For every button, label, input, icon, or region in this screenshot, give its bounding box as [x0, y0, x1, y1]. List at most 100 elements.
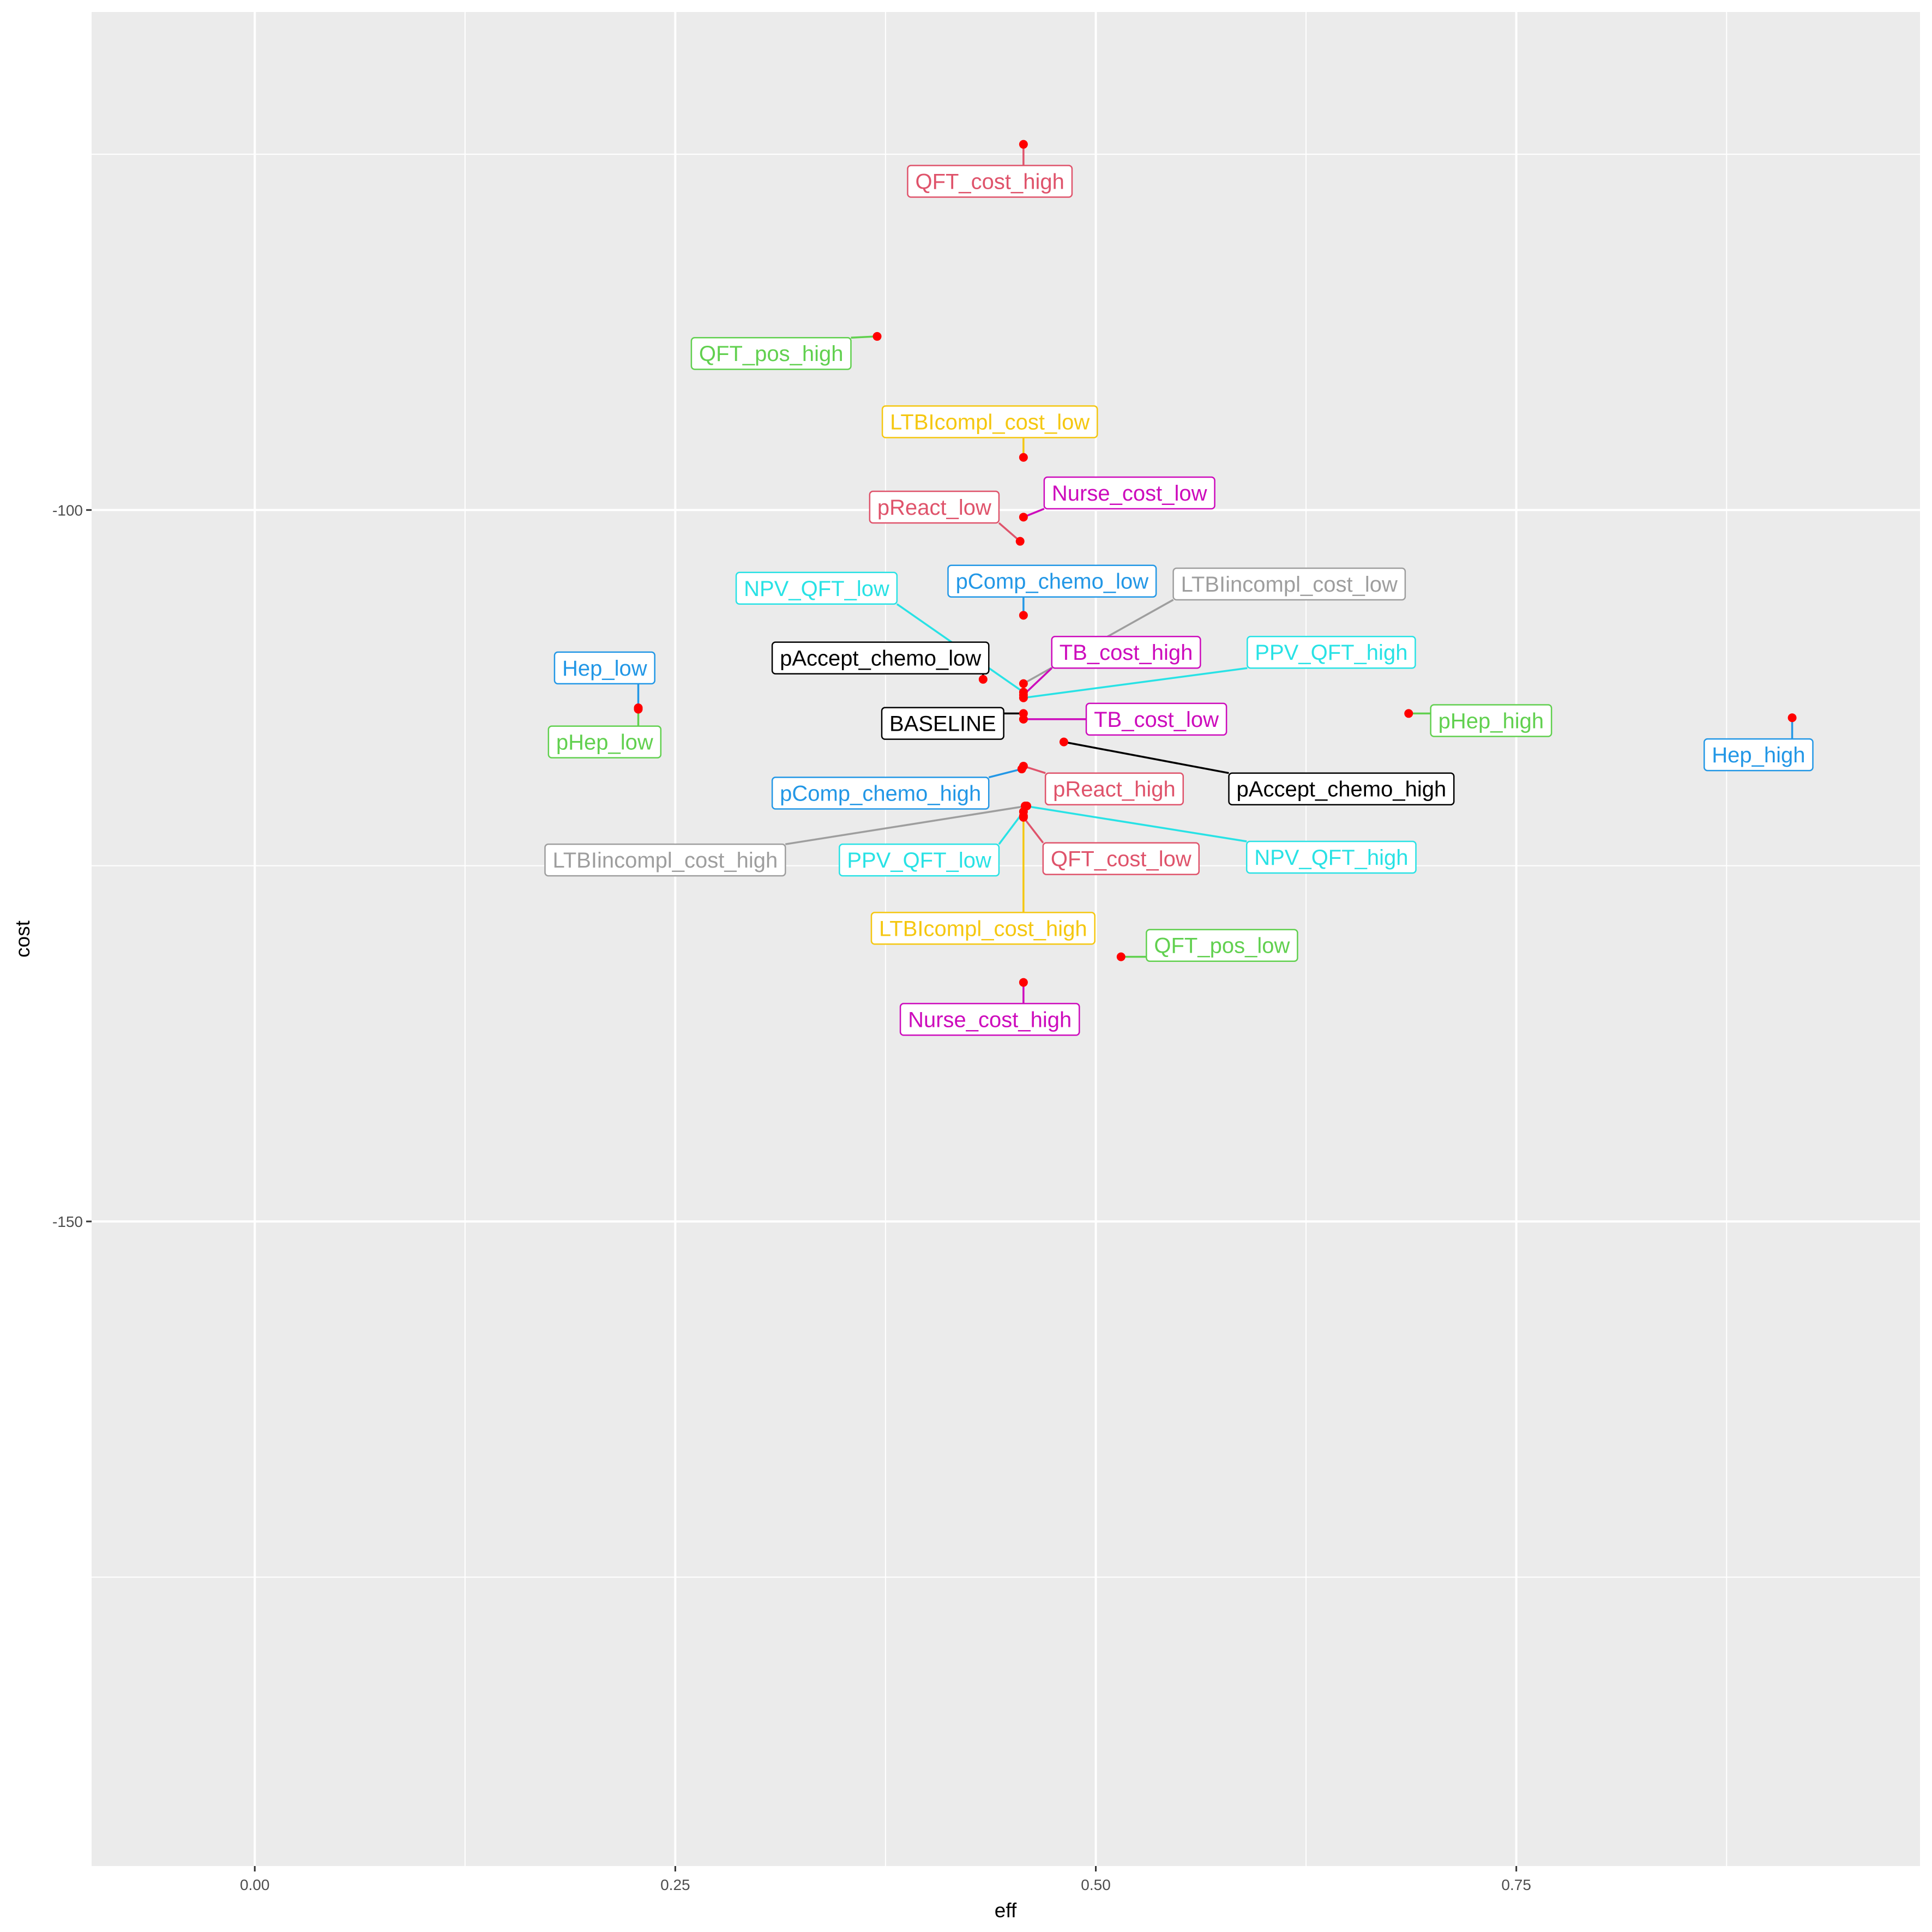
y-tick-label: -150	[52, 1213, 83, 1230]
scatter-point	[1019, 693, 1028, 702]
label-box	[1146, 929, 1298, 962]
point-label: LTBIincompl_cost_high	[544, 843, 786, 877]
scatter-point	[978, 675, 988, 684]
label-box	[1042, 842, 1200, 875]
label-box	[899, 1003, 1080, 1036]
label-box	[1247, 635, 1416, 669]
label-box	[1043, 476, 1215, 510]
label-text: pAccept_chemo_high	[1237, 778, 1447, 802]
label-text: PPV_QFT_low	[847, 848, 991, 872]
point-label: pReact_high	[1044, 772, 1184, 805]
point-label: TB_cost_high	[1051, 635, 1201, 669]
scatter-point	[1019, 978, 1028, 987]
label-box	[1044, 772, 1184, 805]
point-label: LTBIcompl_cost_high	[870, 912, 1096, 945]
label-box	[1051, 635, 1201, 669]
y-axis-title: cost	[11, 920, 34, 958]
scatter-point	[634, 705, 643, 714]
label-text: BASELINE	[889, 712, 996, 736]
point-label: QFT_pos_low	[1146, 929, 1298, 962]
label-text: pComp_chemo_low	[956, 570, 1149, 594]
label-connector	[785, 805, 1027, 845]
scatter-point	[1019, 140, 1028, 149]
label-box	[1085, 702, 1227, 736]
x-axis-title: eff	[995, 1899, 1017, 1922]
label-box	[839, 843, 1000, 877]
x-tick-label: 0.50	[1081, 1876, 1111, 1893]
label-box	[1704, 738, 1814, 772]
label-box	[1430, 704, 1552, 737]
point-label: pComp_chemo_high	[771, 777, 990, 810]
scatter-point	[1015, 537, 1025, 546]
label-connector	[851, 335, 877, 339]
point-label: pHep_high	[1430, 704, 1552, 737]
scatter-point	[1019, 513, 1028, 522]
scatter-point	[1017, 765, 1026, 774]
label-text: LTBIcompl_cost_low	[890, 410, 1090, 434]
y-tick-label: -100	[52, 502, 83, 519]
label-connector	[1063, 741, 1229, 774]
point-label: QFT_pos_high	[690, 336, 852, 370]
x-tick-label: 0.75	[1501, 1876, 1531, 1893]
scatter-point	[1019, 453, 1028, 462]
point-label: LTBIincompl_cost_low	[1172, 567, 1406, 601]
label-text: pComp_chemo_high	[780, 782, 981, 806]
label-text: QFT_cost_high	[915, 170, 1064, 194]
label-box	[1172, 567, 1406, 601]
point-label: Hep_low	[553, 651, 655, 685]
scatter-point	[1019, 679, 1028, 688]
label-text: LTBIincompl_cost_low	[1181, 573, 1398, 597]
point-label: pAccept_chemo_high	[1228, 772, 1455, 805]
point-label: QFT_cost_low	[1042, 842, 1200, 875]
label-box	[771, 641, 990, 675]
label-text: pReact_low	[877, 496, 991, 520]
scatter-point	[1787, 713, 1797, 723]
label-text: LTBIcompl_cost_high	[879, 917, 1087, 941]
scatter-point	[872, 332, 882, 341]
point-label: pComp_chemo_low	[947, 564, 1157, 598]
point-label: PPV_QFT_high	[1247, 635, 1416, 669]
tick-labels: 0.00 0.25 0.50 0.75 -100 -150	[52, 502, 1531, 1893]
point-label: Hep_high	[1704, 738, 1814, 772]
label-box	[907, 165, 1073, 198]
point-label: pReact_low	[869, 490, 1000, 524]
label-box	[771, 777, 990, 810]
grid-major	[92, 12, 1920, 1866]
label-box	[870, 912, 1096, 945]
point-label: Nurse_cost_low	[1043, 476, 1215, 510]
point-label: LTBIcompl_cost_low	[881, 405, 1098, 438]
label-text: NPV_QFT_low	[744, 577, 889, 601]
label-box	[947, 564, 1157, 598]
label-text: TB_cost_low	[1094, 708, 1219, 732]
label-text: QFT_pos_low	[1154, 934, 1290, 958]
label-text: Hep_high	[1712, 743, 1805, 767]
label-text: Hep_low	[562, 657, 647, 681]
label-text: pReact_high	[1053, 778, 1176, 802]
scatter-point	[1019, 811, 1028, 821]
point-label: pAccept_chemo_low	[771, 641, 990, 675]
label-connector	[998, 522, 1021, 543]
scatter-point	[1019, 714, 1028, 724]
point-label: NPV_QFT_low	[735, 571, 898, 605]
point-label: NPV_QFT_high	[1245, 840, 1417, 874]
label-box	[869, 490, 1000, 524]
scatter-point	[1019, 611, 1028, 620]
label-box	[553, 651, 655, 685]
label-text: pAccept_chemo_low	[780, 647, 981, 671]
label-connector	[988, 768, 1022, 779]
data-points	[634, 140, 1797, 987]
scatter-point	[1020, 802, 1030, 811]
label-text: LTBIincompl_cost_high	[552, 848, 778, 872]
label-box	[544, 843, 786, 877]
label-box	[1245, 840, 1417, 874]
label-box	[1228, 772, 1455, 805]
point-label: pHep_low	[547, 725, 662, 759]
point-label: TB_cost_low	[1085, 702, 1227, 736]
point-label: PPV_QFT_low	[839, 843, 1000, 877]
point-label: QFT_cost_high	[907, 165, 1073, 198]
label-text: QFT_cost_low	[1051, 847, 1191, 871]
label-connector	[1022, 816, 1044, 844]
x-tick-label: 0.25	[660, 1876, 690, 1893]
axis-ticks	[86, 509, 1518, 1871]
